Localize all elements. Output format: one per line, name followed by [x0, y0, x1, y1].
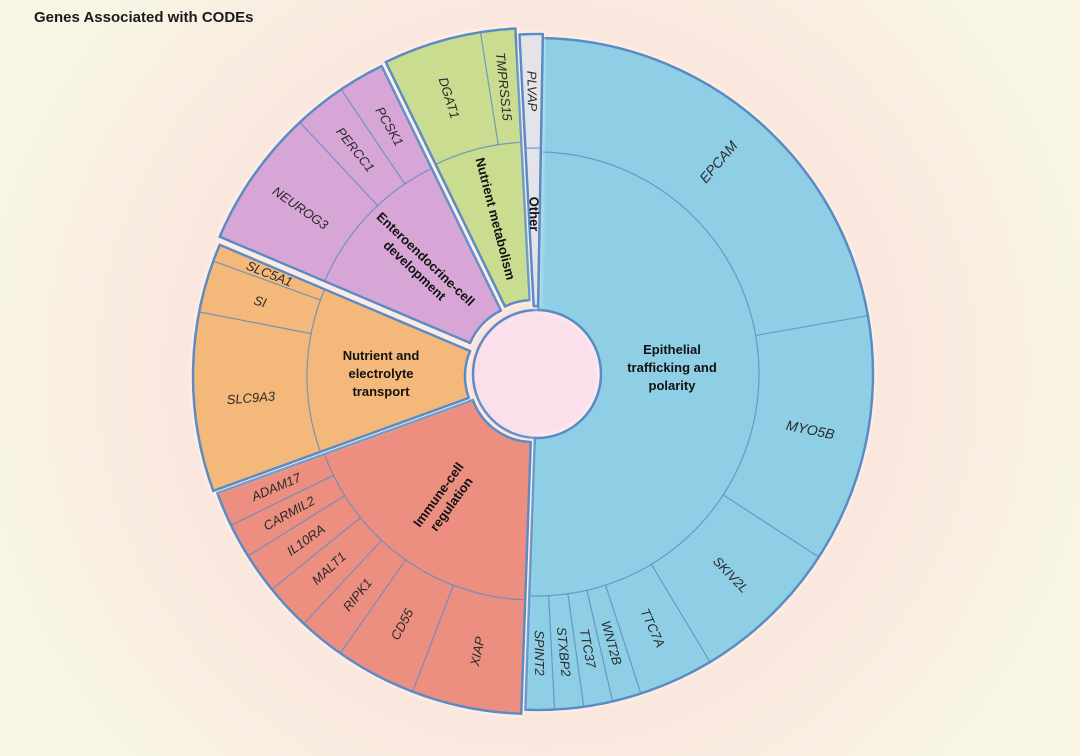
gene-label-spint2: SPINT2: [532, 630, 547, 676]
gene-divider: [213, 260, 321, 301]
gene-divider: [199, 311, 312, 335]
gene-label-ttc37: TTC37: [577, 627, 599, 670]
gene-divider: [479, 32, 499, 145]
gene-divider: [247, 495, 346, 557]
chart-title: Genes Associated with CODEs: [34, 9, 254, 26]
gene-divider: [303, 539, 383, 625]
category-other: PLVAP Other: [518, 32, 545, 308]
gene-divider: [230, 474, 334, 526]
category-segment: [191, 243, 472, 493]
category-segment: [216, 398, 533, 716]
gene-label-plvap: PLVAP: [524, 71, 540, 112]
ring-divider: [323, 453, 526, 601]
gene-divider: [548, 595, 556, 710]
gene-divider: [340, 89, 406, 185]
ring-divider: [306, 289, 326, 453]
category-label: Nutrient and electrolyte transport: [343, 348, 420, 399]
gene-label-slc9a3: SLC9A3: [226, 388, 276, 407]
ring-divider: [324, 167, 432, 282]
gene-divider: [339, 559, 407, 654]
category-segment: [384, 27, 531, 308]
gene-label-tmprss15: TMPRSS15: [493, 52, 515, 123]
gene-label-xiap: XIAP: [467, 635, 488, 668]
gene-label-si: SI: [252, 293, 268, 311]
category-epithelial-trafficking-and-polarity: EPCAMMYO5BSKIV2LTTC7AWNT2BTTC37STXBP2SPI…: [524, 36, 875, 712]
gene-divider: [271, 517, 361, 590]
gene-divider: [605, 584, 642, 694]
category-segment: [518, 32, 545, 308]
ring-divider: [435, 141, 522, 166]
gene-divider: [299, 121, 379, 207]
gene-divider: [567, 593, 585, 707]
category-label: Other: [526, 197, 542, 232]
category-segment: [524, 36, 875, 712]
category-segment: [218, 64, 503, 345]
gene-label-stxbp2: STXBP2: [554, 626, 574, 678]
category-enteroendocrine-cell-development: NEUROG3PERCC1PCSK1Enteroendocrine-cellde…: [218, 64, 503, 345]
ring-divider: [529, 151, 760, 597]
gene-divider: [650, 563, 711, 663]
gene-divider: [412, 585, 455, 692]
gene-divider: [722, 494, 820, 558]
gene-divider: [755, 315, 868, 337]
gene-divider: [586, 590, 614, 702]
category-label: Epithelial trafficking and polarity: [627, 342, 717, 393]
